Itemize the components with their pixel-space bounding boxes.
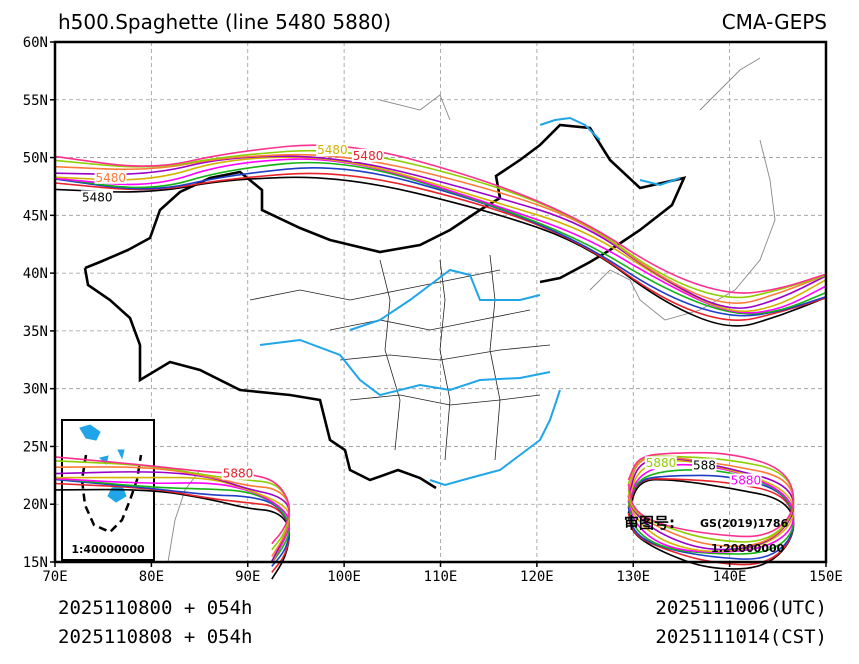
contour-5480-contour-member-0 — [54, 176, 827, 327]
y-axis: 15N 20N 25N 30N 35N 40N 45N 50N 55N 60N — [23, 35, 55, 571]
x-tick-label: 130E — [616, 569, 650, 585]
x-tick-label: 140E — [713, 569, 747, 585]
contour-5480-contour-member-7 — [54, 153, 827, 304]
x-tick-label: 110E — [424, 569, 458, 585]
contour-label-bg — [94, 170, 127, 184]
y-tick-label: 60N — [23, 35, 48, 51]
contour-label: 5480 — [317, 143, 348, 157]
y-tick-label: 15N — [23, 555, 48, 571]
init-time-cst: 2025110808 + 054h — [58, 626, 252, 648]
contour-label-bg — [80, 190, 113, 204]
contour-label: 588 — [693, 459, 716, 473]
contour-label-bg — [729, 473, 762, 487]
contour-label-bg — [316, 143, 349, 157]
x-tick-label: 70E — [42, 569, 67, 585]
inset-scale: 1:40000000 — [71, 543, 145, 556]
y-tick-label: 35N — [23, 324, 48, 340]
contour-label: 5880 — [223, 467, 254, 481]
valid-time-cst: 2025111014(CST) — [655, 626, 827, 648]
gridlines — [55, 42, 826, 562]
review-code: GS(2019)1786 — [700, 517, 789, 530]
y-tick-label: 50N — [23, 151, 48, 167]
x-tick-label: 100E — [327, 569, 361, 585]
chart-source: CMA-GEPS — [722, 10, 827, 34]
contour-label: 5880 — [731, 474, 762, 488]
inset-dashline — [80, 454, 143, 534]
chart-title: h500.Spaghette (line 5480 5880) — [58, 10, 391, 34]
review-scale: 1:20000000 — [711, 542, 785, 555]
x-tick-label: 90E — [235, 569, 260, 585]
coastline — [167, 57, 776, 563]
contour-label: 5480 — [82, 190, 113, 204]
inset-islands — [79, 424, 127, 503]
contour-5480-contour-member-6 — [54, 155, 827, 309]
y-tick-label: 25N — [23, 439, 48, 455]
contour-labels: 5480 5480 5480 5480 5880 5880 588 5880 — [80, 143, 762, 488]
y-tick-label: 30N — [23, 382, 48, 398]
contour-lines — [54, 144, 827, 580]
review-stamp: 审图号: GS(2019)1786 1:20000000 — [624, 514, 789, 555]
x-tick-label: 80E — [139, 569, 164, 585]
contour-label: 5480 — [353, 149, 384, 163]
y-tick-label: 40N — [23, 266, 48, 282]
init-time-utc: 2025110800 + 054h — [58, 597, 252, 619]
x-tick-label: 150E — [809, 569, 843, 585]
rivers — [259, 116, 681, 487]
y-tick-label: 45N — [23, 208, 48, 224]
contour-label-bg — [351, 148, 384, 162]
provincial-lines — [249, 254, 551, 461]
contour-5480-contour-member-2 — [54, 167, 827, 317]
contour-label: 5480 — [95, 171, 126, 185]
y-tick-label: 20N — [23, 497, 48, 513]
x-tick-label: 120E — [520, 569, 554, 585]
contour-label: 5880 — [646, 456, 677, 470]
contour-5480-contour-member-3 — [54, 161, 827, 315]
contour-5480-contour-member-9 — [54, 144, 827, 294]
x-axis: 70E 80E 90E 100E 110E 120E 130E 140E 150E — [42, 562, 843, 585]
contour-5880-contour-west--member-3 — [54, 477, 291, 564]
contour-5880-contour-west--member-2 — [54, 478, 291, 567]
contour-5480-contour-member-5 — [54, 156, 827, 313]
review-label: 审图号: — [624, 514, 675, 532]
contour-label-bg — [221, 466, 254, 480]
contour-label-bg — [692, 458, 717, 472]
y-tick-label: 55N — [23, 93, 48, 109]
contour-label-bg — [644, 456, 677, 470]
valid-time-utc: 2025111006(UTC) — [655, 597, 827, 619]
